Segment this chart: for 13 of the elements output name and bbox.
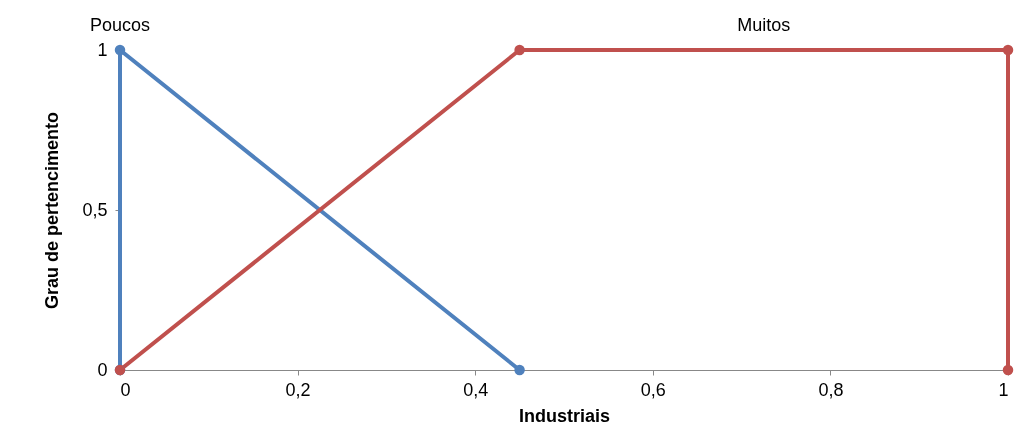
x-tick-label: 1 <box>998 379 1009 400</box>
x-tick-label: 0 <box>120 379 131 400</box>
series-label: Muitos <box>737 15 791 35</box>
x-axis-title: Industriais <box>518 405 611 426</box>
y-tick-label: 0,5 <box>82 199 108 220</box>
x-tick-label: 0,2 <box>285 379 311 400</box>
x-tick-label: 0,4 <box>463 379 489 400</box>
y-tick-label: 1 <box>97 39 108 60</box>
series-label: Poucos <box>89 15 151 35</box>
x-tick-label: 0,8 <box>818 379 844 400</box>
y-tick-label: 0 <box>97 359 108 380</box>
x-tick-label: 0,6 <box>640 379 666 400</box>
y-axis-title: Grau de pertencimento <box>42 111 63 310</box>
